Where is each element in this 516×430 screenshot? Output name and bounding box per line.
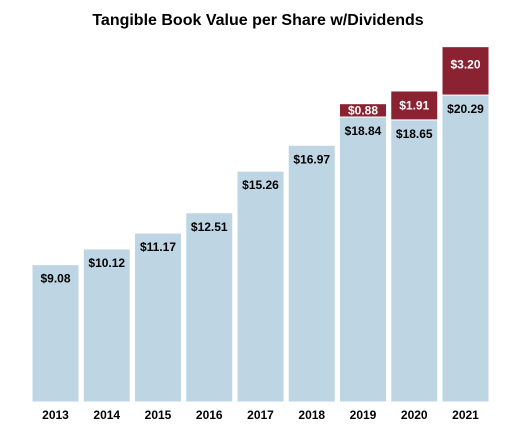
data-label-book-value: $15.26 (242, 178, 279, 192)
x-tick-label: 2020 (401, 408, 428, 422)
data-label-dividends: $1.91 (399, 98, 429, 112)
data-label-book-value: $9.08 (40, 272, 70, 286)
x-tick-label: 2019 (350, 408, 377, 422)
data-label-book-value: $12.51 (191, 220, 228, 234)
x-tick-label: 2014 (93, 408, 120, 422)
x-tick-label: 2015 (145, 408, 172, 422)
chart-title: Tangible Book Value per Share w/Dividend… (92, 12, 424, 29)
bar-book-value (31, 264, 80, 403)
data-label-book-value: $11.17 (140, 240, 176, 254)
bar-book-value (339, 116, 387, 403)
bar-book-value (82, 248, 131, 403)
x-tick-label: 2018 (298, 408, 325, 422)
data-label-book-value: $18.84 (345, 124, 382, 138)
bar-book-value (134, 232, 182, 403)
data-label-book-value: $20.29 (447, 102, 484, 116)
data-label-dividends: $0.88 (348, 103, 378, 117)
data-label-book-value: $10.12 (88, 256, 125, 270)
bar-dividends (390, 90, 439, 121)
bar-book-value (441, 94, 490, 403)
x-tick-label: 2021 (452, 408, 479, 422)
x-tick-label: 2013 (42, 408, 69, 422)
data-label-book-value: $18.65 (396, 127, 433, 141)
bar-book-value (287, 144, 336, 403)
data-label-dividends: $3.20 (450, 58, 480, 72)
bar-book-value (236, 170, 285, 403)
bar-book-value (390, 119, 439, 403)
bar-dividends (339, 103, 387, 118)
bar-book-value (185, 212, 234, 403)
bar-dividends (441, 46, 490, 96)
data-label-book-value: $16.97 (293, 152, 330, 166)
x-tick-label: 2017 (247, 408, 274, 422)
x-tick-label: 2016 (196, 408, 223, 422)
